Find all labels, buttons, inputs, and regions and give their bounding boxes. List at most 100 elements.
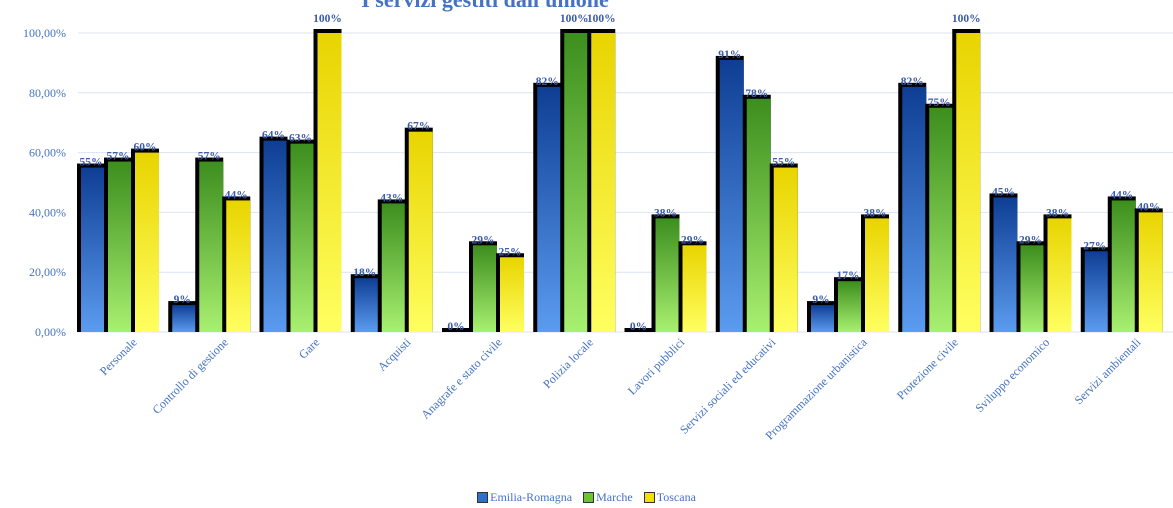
bar-emilia-romagna (354, 278, 379, 332)
x-tick-label: Controllo di gestione (149, 335, 231, 417)
data-label: 55% (80, 157, 103, 169)
bar-toscana (1138, 212, 1163, 332)
legend-label: Marche (596, 490, 633, 504)
bar-toscana (1047, 218, 1072, 332)
y-tick-label: 60,00% (29, 146, 66, 160)
x-tick-label: Anagrafe e stato civile (418, 335, 504, 421)
bar-shadow (442, 328, 470, 332)
x-axis: Personale Controllo di gestione Gare Acquis… (97, 335, 1144, 443)
data-label: 82% (901, 76, 924, 88)
data-label: 29% (1019, 234, 1042, 246)
bar-marche (1111, 200, 1136, 332)
bar-shadow (624, 328, 653, 332)
data-label: 43% (380, 192, 403, 204)
bar-toscana (317, 33, 342, 332)
data-label: 60% (134, 142, 157, 154)
y-tick-label: 80,00% (29, 86, 66, 100)
bar-toscana (682, 245, 707, 332)
legend: Emilia-Romagna Marche Toscana (0, 490, 1173, 507)
legend-swatch (583, 492, 595, 503)
data-label: 75% (928, 97, 951, 109)
bar-toscana (956, 33, 981, 332)
legend-label: Toscana (656, 490, 696, 504)
bar-marche (655, 218, 680, 332)
x-tick-label: Acquisti (375, 335, 414, 374)
bar-toscana (226, 200, 251, 332)
bar-toscana (773, 167, 798, 332)
bar-marche (473, 245, 497, 332)
bar-marche (381, 203, 406, 332)
bar-emilia-romagna (993, 197, 1018, 332)
data-label: 57% (198, 151, 221, 163)
bar-marche (108, 161, 132, 332)
data-label: 9% (174, 294, 191, 306)
bar-toscana (865, 218, 889, 332)
data-label: 44% (1110, 189, 1133, 201)
y-axis: 0,00% 20,00% 40,00% 60,00% 80,00% 100,00% (23, 26, 66, 339)
bar-emilia-romagna (81, 167, 105, 332)
data-label: 38% (864, 207, 887, 219)
data-label: 45% (992, 186, 1015, 198)
data-label: 100% (313, 13, 342, 25)
legend-label: Emilia-Romagna (490, 490, 573, 504)
bar-marche (564, 33, 589, 332)
x-tick-label: Gare (296, 335, 322, 361)
x-tick-label: Sviluppo economico (972, 335, 1052, 415)
data-label: 55% (772, 157, 795, 169)
data-label: 78% (745, 88, 768, 100)
data-label: 57% (107, 151, 130, 163)
y-tick-label: 40,00% (29, 205, 66, 219)
bar-marche (199, 161, 224, 332)
data-label: 9% (812, 294, 829, 306)
data-label: 82% (536, 76, 559, 88)
bar-emilia-romagna (719, 59, 744, 332)
data-label: 27% (1083, 240, 1106, 252)
data-label: 44% (225, 189, 248, 201)
data-label: 64% (262, 130, 285, 142)
data-label: 17% (837, 270, 860, 282)
x-tick-label: Servizi sociali ed educativi (677, 335, 779, 437)
legend-item-marche: Marche (583, 490, 633, 505)
x-tick-label: Lavori pubblici (625, 335, 688, 398)
data-label: 25% (499, 246, 522, 258)
y-tick-label: 100,00% (23, 26, 66, 40)
data-labels: 55% 57% 60% 9% 57% 44% 64% 63% 100% 18% 43% 67% 0% 29… (80, 13, 1161, 333)
bar-marche (746, 98, 771, 332)
data-label: 63% (289, 133, 312, 145)
data-label: 91% (718, 49, 741, 61)
data-label: 38% (1046, 207, 1069, 219)
bar-emilia-romagna (902, 86, 927, 332)
bar-marche (290, 143, 315, 332)
bar-toscana (591, 33, 616, 332)
data-label: 18% (353, 267, 376, 279)
y-tick-label: 0,00% (35, 325, 66, 339)
bar-toscana (135, 152, 159, 332)
x-tick-label: Servizi ambientali (1072, 335, 1144, 407)
chart-title: I servizi gestiti dall'unione (361, 0, 609, 12)
data-label: 40% (1137, 201, 1160, 213)
x-tick-label: Programmazione urbanistica (763, 335, 871, 443)
data-label: 100% (952, 13, 981, 25)
legend-item-emilia-romagna: Emilia-Romagna (477, 490, 572, 505)
x-tick-label: Protezione civile (894, 335, 961, 402)
data-label: 100% (587, 13, 616, 25)
x-tick-label: Polizia locale (540, 335, 596, 391)
data-label: 0% (447, 321, 464, 333)
data-label: 0% (630, 321, 647, 333)
data-label: 29% (681, 234, 704, 246)
bar-emilia-romagna (537, 86, 562, 332)
legend-swatch (643, 492, 655, 503)
bar-marche (1020, 245, 1045, 332)
y-tick-label: 20,00% (29, 265, 66, 279)
bar-emilia-romagna (811, 305, 835, 332)
data-label: 29% (472, 234, 495, 246)
legend-item-toscana: Toscana (643, 490, 696, 505)
bar-marche (929, 107, 954, 332)
bar-emilia-romagna (1084, 251, 1109, 332)
data-label: 100% (560, 13, 589, 25)
bar-emilia-romagna (263, 140, 288, 332)
bar-emilia-romagna (172, 305, 197, 332)
bar-toscana (408, 131, 433, 332)
x-tick-label: Personale (97, 335, 140, 378)
